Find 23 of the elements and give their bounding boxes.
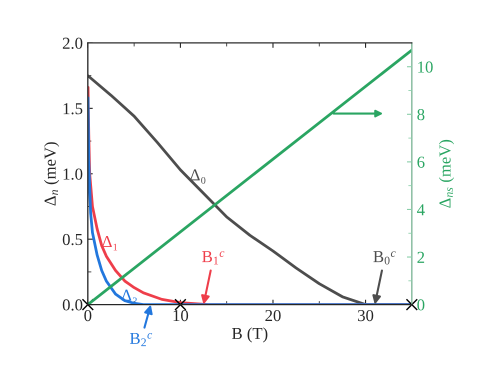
y-tick-label: 0.0 [62,299,82,311]
annotation: Δ₁ [102,236,118,250]
x-tick-label: 10 [174,310,188,322]
y2-tick-label: 10 [418,61,433,73]
y-axis-title: Δ$_{n}$ (meV) [44,142,60,206]
y2-tick-label: 4 [417,204,425,216]
y2-tick-label: 0 [417,299,424,311]
y2-tick-label: 8 [417,109,424,120]
annotation: B$_{0}$$^{c}$ [373,251,396,264]
y-tick-label: 2.0 [62,38,82,49]
x-tick-label: 0 [84,310,92,322]
annotation: B$_{2}$$^{c}$ [130,332,152,346]
y-tick-label: 1.0 [64,168,82,180]
x-tick-label: 30 [358,310,374,322]
y2-tick-label: 6 [417,156,425,168]
annotation: B$_{1}$$^{c}$ [202,251,224,264]
y-tick-label: 0.5 [62,234,82,246]
x-axis-title: B (T) [232,327,268,342]
y2-tick-label: 2 [417,252,424,263]
annotation: Δ₀ [190,169,206,184]
y-tick-label: 1.5 [64,103,82,114]
y2-axis-title: Δ$_{ns}$ (meV) [438,140,454,208]
x-tick-label: 20 [265,310,281,322]
